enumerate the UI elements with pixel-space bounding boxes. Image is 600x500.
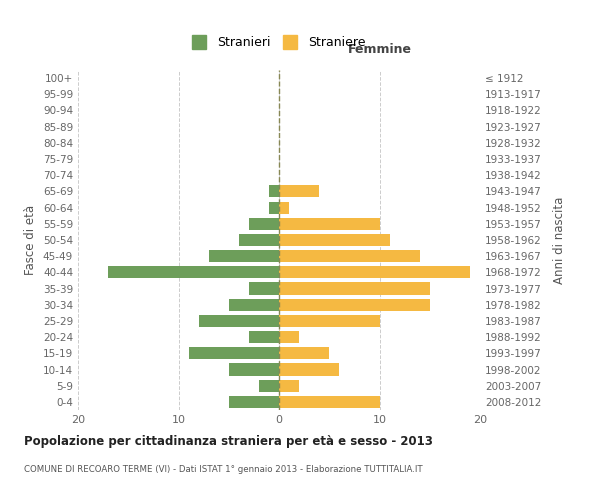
Bar — [279, 186, 319, 198]
Bar — [249, 282, 279, 294]
Bar — [279, 396, 380, 408]
Bar — [239, 234, 279, 246]
Text: Femmine: Femmine — [347, 44, 412, 57]
Text: Maschi: Maschi — [0, 44, 2, 57]
Y-axis label: Fasce di età: Fasce di età — [25, 205, 37, 275]
Bar — [108, 266, 279, 278]
Bar — [209, 250, 279, 262]
Bar — [269, 202, 279, 213]
Bar — [259, 380, 279, 392]
Bar — [279, 348, 329, 360]
Bar — [279, 315, 380, 327]
Bar — [279, 218, 380, 230]
Legend: Stranieri, Straniere: Stranieri, Straniere — [188, 32, 370, 52]
Bar — [279, 234, 389, 246]
Bar — [229, 364, 279, 376]
Bar — [279, 250, 420, 262]
Text: COMUNE DI RECOARO TERME (VI) - Dati ISTAT 1° gennaio 2013 - Elaborazione TUTTITA: COMUNE DI RECOARO TERME (VI) - Dati ISTA… — [24, 465, 422, 474]
Bar — [279, 364, 340, 376]
Bar — [188, 348, 279, 360]
Bar — [279, 202, 289, 213]
Bar — [279, 331, 299, 343]
Bar — [249, 218, 279, 230]
Bar — [279, 282, 430, 294]
Bar — [279, 380, 299, 392]
Bar — [269, 186, 279, 198]
Bar — [229, 396, 279, 408]
Bar — [229, 298, 279, 311]
Text: Popolazione per cittadinanza straniera per età e sesso - 2013: Popolazione per cittadinanza straniera p… — [24, 435, 433, 448]
Bar — [249, 331, 279, 343]
Bar — [279, 266, 470, 278]
Bar — [279, 298, 430, 311]
Y-axis label: Anni di nascita: Anni di nascita — [553, 196, 566, 284]
Bar — [199, 315, 279, 327]
